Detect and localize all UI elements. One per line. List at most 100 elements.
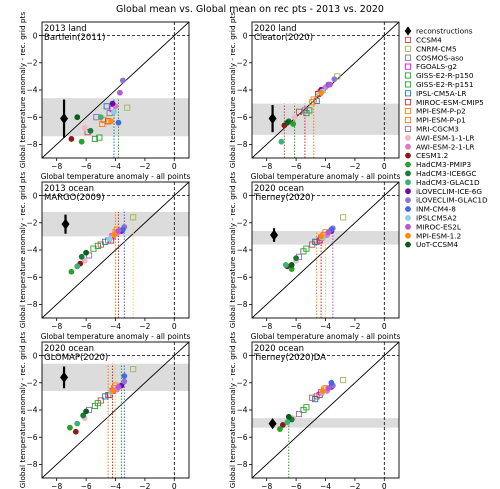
data-point-circle — [111, 108, 117, 115]
y-tick-label: −6 — [26, 273, 37, 282]
data-point-square — [404, 90, 412, 97]
panel-title: 2020 land — [254, 24, 297, 34]
legend-label: IPSLCM5A2 — [416, 214, 457, 223]
data-point-circle — [291, 114, 298, 121]
legend-item: MIROC-ESM-CMIP5 — [404, 98, 484, 107]
plot-area — [42, 342, 189, 478]
legend-label: reconstructions — [416, 27, 473, 36]
data-point-circle — [405, 197, 411, 204]
panel-title: 2020 ocean — [254, 344, 304, 354]
plot-area — [252, 342, 399, 478]
legend-item: MRI-CGCM3 — [404, 125, 459, 134]
legend-item: CESM1.2 — [405, 151, 448, 160]
x-axis-label: Global temperature anomaly - all points — [251, 332, 401, 341]
y-tick-label: −6 — [26, 113, 37, 122]
y-tick-label: −2 — [26, 379, 37, 388]
data-point-square — [102, 238, 109, 245]
data-point-diamond — [60, 371, 69, 383]
panel-title: 2020 ocean — [254, 184, 304, 194]
legend-item: HadCM3-ICE6GC — [405, 169, 477, 178]
data-point-circle — [405, 143, 411, 150]
x-axis-label: Global temperature anomaly - all points — [41, 172, 191, 181]
legend-item: GISS-E2-R-p151 — [404, 80, 474, 89]
x-tick-label: −4 — [110, 162, 121, 171]
legend-label: MPI-ESM-1.2 — [416, 231, 461, 240]
x-tick-label: 0 — [382, 482, 387, 489]
y-tick-label: 0 — [243, 191, 248, 200]
y-tick-label: −8 — [26, 460, 37, 469]
data-point-square — [404, 63, 412, 70]
plot-area — [42, 22, 189, 158]
data-point-square — [404, 72, 412, 79]
legend-item: HadCM3-GLAC1D — [405, 178, 480, 187]
y-axis-label: Global temperature anomaly - rec. grid p… — [18, 172, 27, 329]
legend-label: CNRM-CM5 — [416, 44, 457, 53]
data-point-circle — [285, 413, 292, 420]
y-tick-label: 0 — [243, 351, 248, 360]
legend-item: MPI-ESM-P-p2 — [404, 107, 466, 116]
data-point-circle — [68, 268, 75, 275]
y-tick-label: −2 — [236, 379, 247, 388]
legend-label: iLOVECLIM-ICE-6G — [416, 187, 482, 196]
data-point-square — [404, 45, 412, 52]
data-point-square — [312, 238, 319, 245]
x-axis-label: Global temperature anomaly - all points — [251, 172, 401, 181]
data-point-square — [295, 411, 303, 418]
y-tick-label: −4 — [26, 406, 37, 415]
y-tick-label: −6 — [236, 273, 247, 282]
data-point-circle — [284, 119, 291, 126]
legend-label: MIROC-ESM-CMIP5 — [416, 98, 484, 107]
x-tick-label: −4 — [320, 322, 331, 331]
data-point-circle — [327, 81, 333, 88]
data-point-square — [312, 396, 319, 403]
data-point-circle — [97, 114, 104, 121]
y-tick-label: −8 — [26, 300, 37, 309]
legend-item: CNRM-CM5 — [404, 44, 457, 53]
x-tick-label: −8 — [51, 162, 62, 171]
x-tick-label: −4 — [320, 482, 331, 489]
data-point-circle — [331, 76, 338, 83]
y-tick-label: −2 — [26, 59, 37, 68]
identity-line — [42, 22, 189, 158]
x-tick-label: 0 — [382, 162, 387, 171]
panel-5: −8 −6 −4 −2 0 −8 −6 −4 −2 0 2020 oceanGLOMAP(2020)… — [18, 332, 190, 489]
legend-label: HadCM3-ICE6GC — [416, 169, 477, 178]
data-point-circle — [405, 161, 411, 168]
legend-item: FGOALS-g2 — [404, 62, 457, 71]
x-tick-label: −4 — [110, 482, 121, 489]
legend-item: reconstructions — [404, 26, 473, 36]
legend-item: GISS-E2-R-p150 — [404, 71, 474, 80]
identity-line — [252, 342, 399, 478]
legend-label: IPSL-CM5A-LR — [416, 89, 466, 98]
y-axis-label: Global temperature anomaly - rec. grid p… — [228, 172, 237, 329]
y-tick-label: −8 — [236, 140, 247, 149]
data-point-circle — [115, 383, 122, 390]
y-tick-label: −4 — [236, 86, 247, 95]
data-point-circle — [405, 206, 411, 212]
x-tick-label: −8 — [261, 482, 272, 489]
data-point-square — [130, 214, 137, 221]
x-tick-label: −8 — [51, 322, 62, 331]
legend-label: HadCM3-PMIP3 — [416, 160, 472, 169]
legend-item: iLOVECLIM-ICE-6G — [405, 187, 482, 196]
x-tick-label: −2 — [349, 162, 360, 171]
data-point-square — [340, 214, 347, 221]
legend-label: MPI-ESM-P-p1 — [416, 116, 466, 125]
data-point-circle — [74, 420, 81, 427]
x-tick-label: −6 — [81, 322, 92, 331]
y-tick-label: −8 — [236, 460, 247, 469]
data-point-square — [96, 134, 103, 141]
data-point-circle — [78, 253, 85, 260]
legend: reconstructionsCCSM4CNRM-CM5COSMOS-asoFG… — [404, 26, 488, 249]
panels: −8 −6 −4 −2 0 −8 −6 −4 −2 0 2013 landBartlein(2011… — [18, 12, 401, 489]
x-tick-label: −6 — [291, 322, 302, 331]
y-tick-label: 0 — [33, 351, 38, 360]
data-point-square — [124, 104, 131, 111]
data-point-circle — [81, 125, 88, 131]
data-point-circle — [78, 138, 85, 145]
y-tick-label: 0 — [33, 31, 38, 40]
data-point-circle — [74, 114, 81, 121]
data-point-circle — [405, 188, 411, 195]
legend-item: MPI-ESM-P-p1 — [404, 116, 466, 125]
data-point-square — [340, 377, 347, 384]
